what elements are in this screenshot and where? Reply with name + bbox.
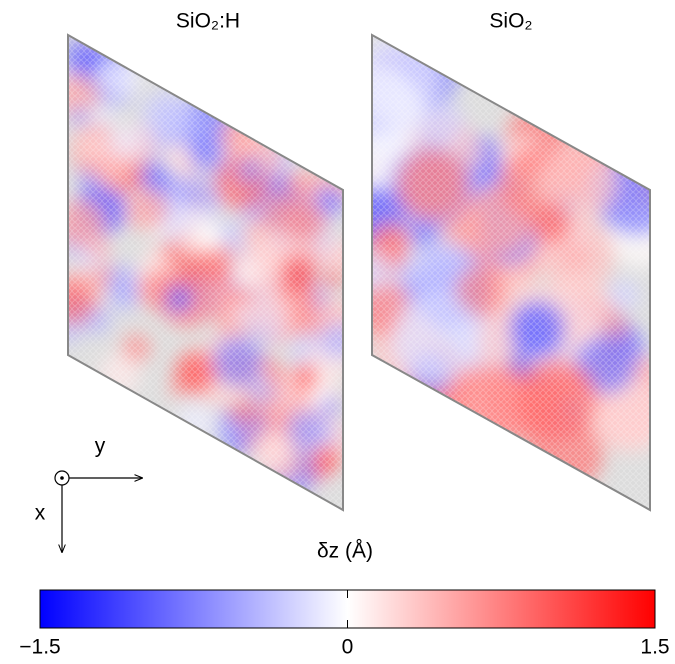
colorbar-tick-label: −1.5 xyxy=(19,636,60,659)
map-lattice xyxy=(372,35,650,510)
panel-map xyxy=(372,35,650,510)
colorbar-label: δz (Å) xyxy=(317,540,373,563)
colorbar-tick-label: 0 xyxy=(342,636,354,659)
colorbar-tick-label: 1.5 xyxy=(640,636,669,659)
panel-title: SiO₂ xyxy=(489,10,532,33)
panel-title: SiO₂:H xyxy=(176,10,240,33)
panel-outline xyxy=(67,33,344,512)
axis-label: y xyxy=(95,435,106,458)
map-lattice xyxy=(68,35,343,510)
axis-label: x xyxy=(35,502,46,525)
panel-outline xyxy=(371,33,651,512)
axes-glyph xyxy=(54,470,142,552)
